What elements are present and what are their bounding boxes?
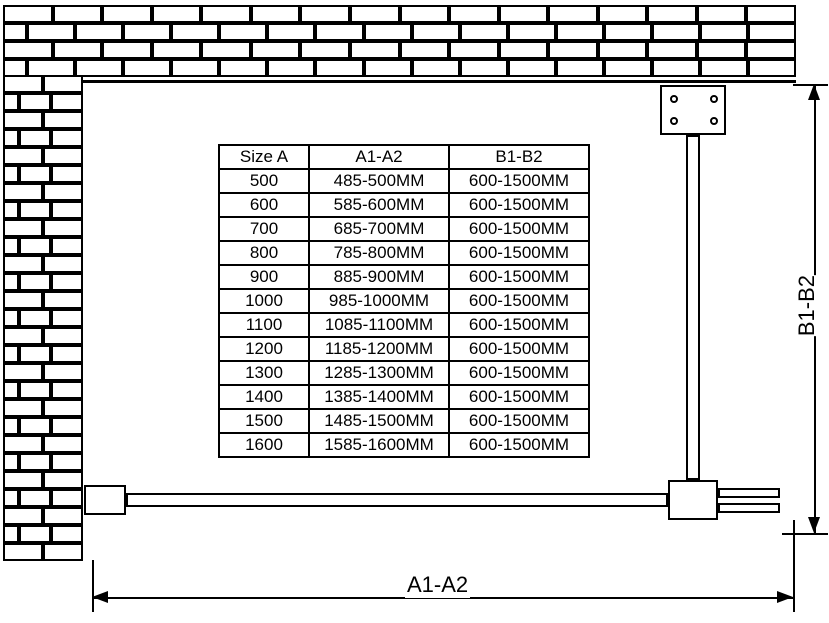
bolt-icon [710,95,718,103]
table-cell: 585-600MM [309,193,449,217]
table-cell: 785-800MM [309,241,449,265]
table-row: 800785-800MM600-1500MM [219,241,589,265]
wall-top [3,5,796,75]
table-header: A1-A2 [309,145,449,169]
bottom-arm [126,493,668,507]
table-row: 12001185-1200MM600-1500MM [219,337,589,361]
dim-tick [92,560,94,612]
table-cell: 600-1500MM [449,361,589,385]
table-cell: 600-1500MM [449,169,589,193]
size-table: Size AA1-A2B1-B2500485-500MM600-1500MM60… [218,144,590,458]
table-cell: 600-1500MM [449,409,589,433]
tail-upper [718,488,780,498]
table-cell: 985-1000MM [309,289,449,313]
table-cell: 1285-1300MM [309,361,449,385]
table-cell: 1500 [219,409,309,433]
table-cell: 1385-1400MM [309,385,449,409]
table-cell: 1400 [219,385,309,409]
table-row: 600585-600MM600-1500MM [219,193,589,217]
table-cell: 1585-1600MM [309,433,449,457]
table-cell: 600-1500MM [449,337,589,361]
table-cell: 600-1500MM [449,289,589,313]
table-row: 900885-900MM600-1500MM [219,265,589,289]
left-bracket [84,485,126,515]
dim-tick [782,533,828,535]
table-cell: 1600 [219,433,309,457]
opening-frame [82,80,796,83]
diagram-stage: Size AA1-A2B1-B2500485-500MM600-1500MM60… [0,0,829,623]
table-cell: 1485-1500MM [309,409,449,433]
table-cell: 800 [219,241,309,265]
table-cell: 600-1500MM [449,433,589,457]
table-cell: 600-1500MM [449,241,589,265]
table-cell: 885-900MM [309,265,449,289]
bolt-icon [670,95,678,103]
arrow-right-icon [777,591,793,603]
table-cell: 900 [219,265,309,289]
arrow-down-icon [808,517,820,533]
table-row: 700685-700MM600-1500MM [219,217,589,241]
table-cell: 500 [219,169,309,193]
bolt-icon [670,117,678,125]
mounting-plate [660,85,726,135]
table-cell: 700 [219,217,309,241]
table-cell: 1300 [219,361,309,385]
bolt-icon [710,117,718,125]
table-row: 13001285-1300MM600-1500MM [219,361,589,385]
table-row: 1000985-1000MM600-1500MM [219,289,589,313]
wall-left [3,75,83,553]
table-cell: 685-700MM [309,217,449,241]
table-cell: 600-1500MM [449,193,589,217]
table-cell: 600-1500MM [449,217,589,241]
table-cell: 485-500MM [309,169,449,193]
arrow-left-icon [92,591,108,603]
table-row: 500485-500MM600-1500MM [219,169,589,193]
table-header: B1-B2 [449,145,589,169]
table-cell: 1200 [219,337,309,361]
table-cell: 600-1500MM [449,265,589,289]
table-cell: 600-1500MM [449,385,589,409]
table-cell: 1100 [219,313,309,337]
joint-box [668,480,718,520]
table-cell: 1185-1200MM [309,337,449,361]
vertical-post [686,135,700,480]
table-cell: 1000 [219,289,309,313]
table-row: 15001485-1500MM600-1500MM [219,409,589,433]
table-row: 16001585-1600MM600-1500MM [219,433,589,457]
table-row: 14001385-1400MM600-1500MM [219,385,589,409]
arrow-up-icon [808,84,820,100]
dim-label-horizontal: A1-A2 [405,572,470,598]
table-cell: 600 [219,193,309,217]
table-cell: 1085-1100MM [309,313,449,337]
tail-lower [718,503,780,513]
dim-label-vertical: B1-B2 [792,275,822,336]
table-cell: 600-1500MM [449,313,589,337]
table-row: 11001085-1100MM600-1500MM [219,313,589,337]
table-header: Size A [219,145,309,169]
